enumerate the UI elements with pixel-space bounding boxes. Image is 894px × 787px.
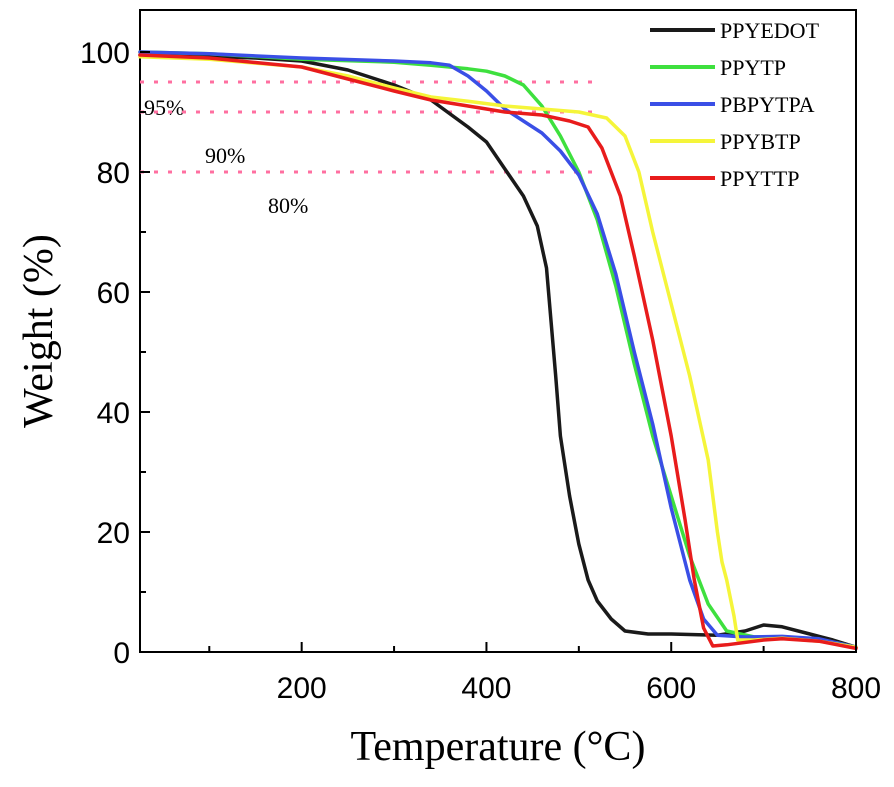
y-tick-label-80: 80 [97, 157, 130, 190]
y-tick-label-0: 0 [113, 637, 130, 670]
legend: PPYEDOT PPYTP PBPYTPA PPYBTP PPYTTP [650, 18, 820, 191]
legend-label-ppytp: PPYTP [720, 55, 786, 80]
x-tick-label-400: 400 [461, 672, 511, 705]
reference-label-80: 80% [268, 193, 308, 218]
x-axis-title: Temperature (°C) [351, 724, 646, 770]
series-line-ppyedot [138, 53, 858, 649]
y-axis: 0 20 40 60 80 100 [80, 37, 150, 670]
y-axis-title: Weight (%) [16, 234, 62, 428]
reference-label-95: 95% [144, 95, 184, 120]
series-line-ppyttp [138, 53, 858, 651]
x-tick-label-200: 200 [277, 672, 327, 705]
legend-label-pbpytpa: PBPYTPA [720, 92, 815, 117]
y-tick-label-100: 100 [80, 37, 130, 70]
plot-frame [139, 9, 857, 653]
x-axis: 200 400 600 800 [208, 642, 881, 705]
y-tick-label-60: 60 [97, 277, 130, 310]
legend-label-ppyedot: PPYEDOT [720, 18, 820, 43]
series-lines [138, 50, 858, 651]
legend-label-ppyttp: PPYTTP [720, 166, 799, 191]
series-line-pbpytpa [138, 50, 858, 649]
series-line-ppybtp [138, 55, 858, 649]
y-tick-label-20: 20 [97, 517, 130, 550]
reference-label-90: 90% [205, 143, 245, 168]
y-tick-label-40: 40 [97, 397, 130, 430]
x-tick-label-800: 800 [831, 672, 881, 705]
x-tick-label-600: 600 [646, 672, 696, 705]
legend-label-ppybtp: PPYBTP [720, 129, 801, 154]
